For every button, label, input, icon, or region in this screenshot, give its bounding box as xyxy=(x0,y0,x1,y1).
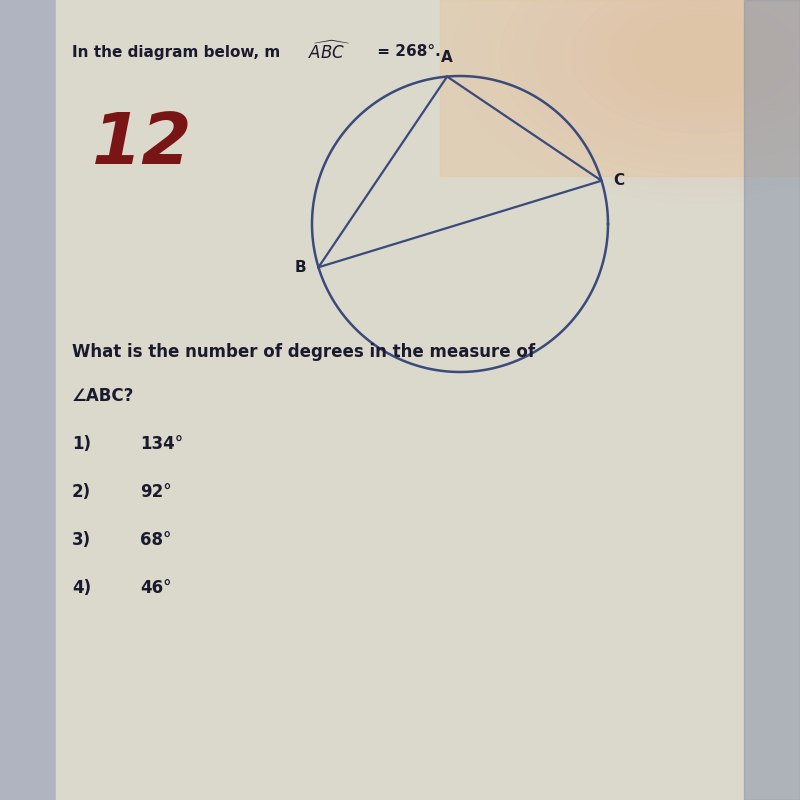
Text: 2): 2) xyxy=(72,483,91,501)
Text: 3): 3) xyxy=(72,531,91,549)
Text: 12: 12 xyxy=(92,110,193,178)
Text: In the diagram below, m: In the diagram below, m xyxy=(72,45,280,59)
Text: ∠ABC?: ∠ABC? xyxy=(72,387,134,405)
Text: 92°: 92° xyxy=(140,483,172,501)
Text: 68°: 68° xyxy=(140,531,171,549)
Text: 1): 1) xyxy=(72,435,91,453)
Bar xyxy=(744,0,800,800)
Text: 4): 4) xyxy=(72,579,91,597)
Text: 46°: 46° xyxy=(140,579,171,597)
Text: C: C xyxy=(614,174,625,188)
Text: = 268°.: = 268°. xyxy=(372,45,441,59)
Bar xyxy=(0,0,56,800)
Text: B: B xyxy=(295,260,306,274)
Text: A: A xyxy=(442,50,453,65)
Text: What is the number of degrees in the measure of: What is the number of degrees in the mea… xyxy=(72,343,535,361)
Text: $\widehat{ABC}$: $\widehat{ABC}$ xyxy=(308,41,350,63)
Text: 134°: 134° xyxy=(140,435,183,453)
Polygon shape xyxy=(440,0,800,176)
